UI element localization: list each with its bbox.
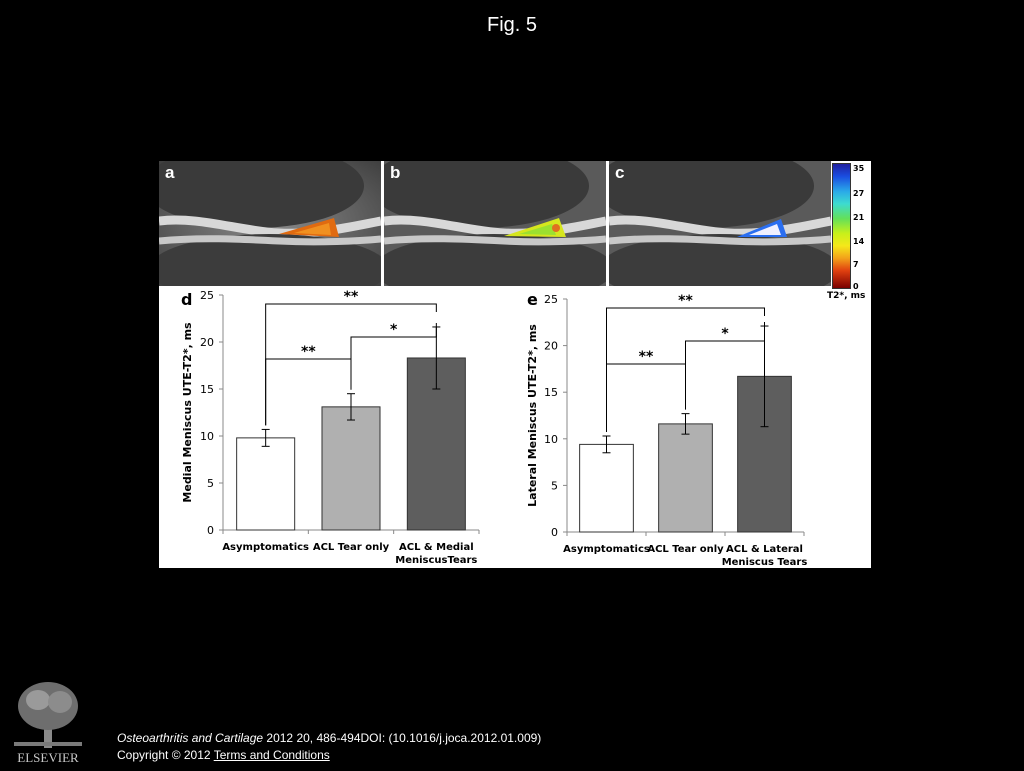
x-category-label: Meniscus Tears [722,557,808,568]
significance-marker: ** [301,344,316,360]
y-tick-label: 10 [544,433,558,446]
citation-details: 2012 20, 486-494DOI: (10.1016/j.joca.201… [263,731,542,745]
chart-medial-meniscus: d Medial Meniscus UTE-T2*, ms 0 5 10 15 20 25 As… [181,289,480,566]
colorbar-tick: 21 [853,213,865,222]
mri-image-a: a [159,161,381,286]
figure-panel: a b [159,161,871,568]
panel-label-d: d [181,290,192,309]
y-tick-label: 20 [544,340,558,353]
panel-label-e: e [527,290,538,309]
colorbar: 35 27 21 14 7 0 [827,161,871,301]
x-category-label: ACL Tear only [647,544,724,555]
y-axis-label: Lateral Meniscus UTE-T2*, ms [526,324,539,507]
x-category-label: ACL & Medial [399,542,474,553]
y-tick-label: 20 [200,336,214,349]
significance-bracket [685,322,765,410]
y-tick-label: 15 [200,383,214,396]
bar-1 [579,443,634,533]
mri-image-row: a b [159,161,871,286]
y-tick-label: 0 [551,526,558,539]
y-axis-label: Medial Meniscus UTE-T2*, ms [181,322,194,503]
x-category-label: Asymptomatics [563,544,650,555]
y-tick-label: 25 [544,293,558,306]
significance-marker: ** [678,293,693,309]
y-tick-label: 15 [544,386,558,399]
citation-line: Osteoarthritis and Cartilage 2012 20, 48… [117,730,541,747]
copyright-line: Copyright © 2012 Terms and Conditions [117,747,541,764]
significance-bracket [265,358,352,426]
y-tick-label: 25 [200,289,214,302]
bar-2 [658,423,713,533]
significance-marker: ** [639,349,654,365]
elsevier-logo: ELSEVIER [8,680,88,766]
x-category-label: MeniscusTears [395,555,477,566]
colorbar-tick: 0 [853,282,859,291]
terms-link[interactable]: Terms and Conditions [213,748,330,762]
figure-title: Fig. 5 [486,14,538,36]
y-tick-label: 5 [207,477,214,490]
mri-image-c: c [609,161,831,286]
chart-lateral-meniscus: e Lateral Meniscus UTE-T2*, ms 0 5 10 15 20 25 A… [526,290,808,568]
x-category-label: Asymptomatics [222,542,309,553]
journal-name: Osteoarthritis and Cartilage [117,731,264,745]
logo-wordmark: ELSEVIER [17,750,79,765]
y-tick-label: 0 [207,524,214,537]
panel-label-b: b [390,163,401,182]
footer-citation: Osteoarthritis and Cartilage 2012 20, 48… [117,730,541,764]
colorbar-gradient [832,163,851,289]
mri-image-b: b [384,161,606,286]
colorbar-tick: 35 [853,164,865,173]
x-category-label: ACL Tear only [313,542,390,553]
colorbar-tick: 7 [853,260,859,269]
significance-bracket [606,363,686,433]
panel-label-c: c [615,163,625,182]
bar-1 [236,437,296,531]
colorbar-label: T2*, ms [827,291,866,301]
bar-2 [321,406,381,531]
panel-label-a: a [165,163,175,182]
colorbar-tick: 14 [853,237,865,246]
significance-marker: * [390,322,398,338]
significance-marker: * [721,326,729,342]
copyright-text: Copyright © 2012 [117,748,214,762]
x-category-label: ACL & Lateral [726,544,803,555]
significance-marker: ** [344,289,359,305]
y-tick-label: 10 [200,430,214,443]
colorbar-tick: 27 [853,189,865,198]
y-tick-label: 5 [551,479,558,492]
